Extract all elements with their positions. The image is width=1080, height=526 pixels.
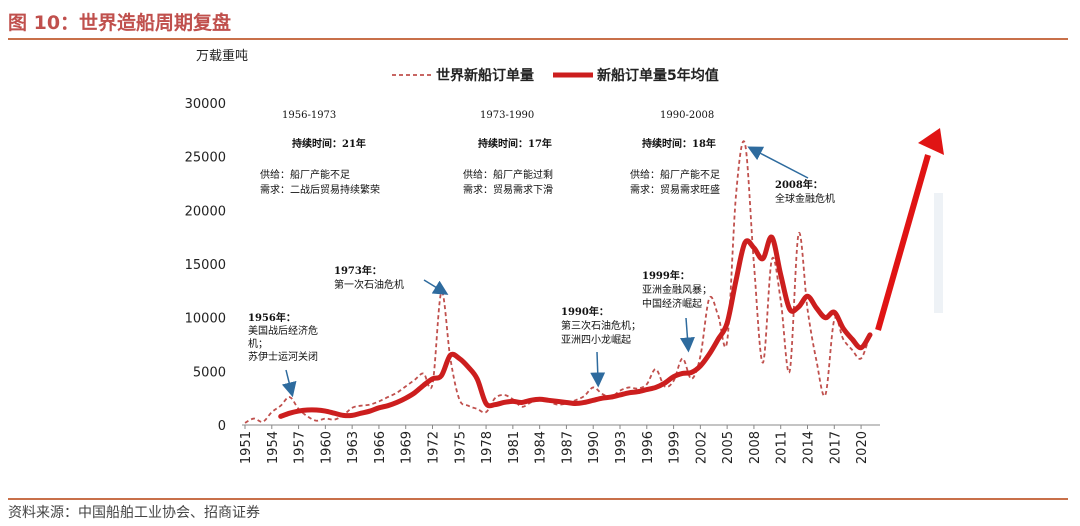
event-1956-arrow	[281, 369, 297, 398]
event-1999-line-2: 中国经济崛起	[642, 297, 702, 310]
event-1973-line-1: 第一次石油危机	[334, 278, 404, 291]
cause-2-demand: 需求：贸易需求下滑	[463, 184, 553, 196]
y-tick-label: 5000	[193, 365, 226, 380]
event-2008-line-1: 全球金融危机	[775, 192, 835, 205]
x-tick-label: 2005	[721, 431, 736, 464]
x-tick-label: 1996	[641, 431, 656, 464]
y-axis-unit: 万载重吨	[196, 48, 248, 64]
event-1990-label: 1990年：	[561, 305, 609, 318]
x-tick-label: 1990	[587, 431, 602, 464]
x-tick-label: 1951	[239, 431, 254, 464]
x-tick-label: 2017	[828, 431, 843, 464]
event-2008-arrow	[747, 146, 809, 179]
legend-label-order-volume: 世界新船订单量	[436, 67, 534, 84]
x-tick-label: 1975	[453, 431, 468, 464]
event-1956-line-1: 美国战后经济危	[248, 324, 318, 337]
period-1973-1990: 1973-1990	[480, 110, 534, 121]
y-tick-label: 30000	[185, 97, 226, 112]
x-tick-label: 1987	[560, 431, 575, 464]
event-1990-line-2: 亚洲四小龙崛起	[561, 333, 631, 346]
x-tick-label: 1954	[266, 431, 281, 464]
x-tick-label: 1963	[346, 431, 361, 464]
y-tick-label: 20000	[185, 204, 226, 219]
x-tick-label: 2020	[855, 431, 870, 464]
duration-1: 持续时间：21年	[292, 137, 366, 150]
trend-arrow-shaft	[875, 154, 931, 331]
footer-rule	[8, 498, 1068, 500]
series-line-order-volume	[244, 140, 871, 424]
faded-panel	[934, 193, 943, 313]
event-2008-label: 2008年：	[775, 178, 823, 191]
event-1999-arrow	[679, 317, 695, 353]
x-axis-ticks: 1951 1954 1957 1960 1963 1966 1969 1972 1975 1978…	[239, 425, 870, 464]
y-tick-label: 15000	[185, 258, 226, 273]
x-tick-label: 1960	[319, 431, 334, 464]
period-annotations: 1956-1973 持续时间：21年 供给：船厂产能不足 需求：二战后贸易持续繁…	[260, 110, 720, 196]
x-tick-label: 1957	[293, 431, 308, 464]
duration-2: 持续时间：17年	[478, 137, 552, 150]
event-1956-label: 1956年：	[248, 311, 296, 324]
legend: 世界新船订单量 新船订单量5年均值	[392, 67, 719, 84]
legend-label-five-year-average: 新船订单量5年均值	[597, 67, 719, 84]
cause-1-demand: 需求：二战后贸易持续繁荣	[260, 183, 380, 196]
trend-arrow-head	[918, 128, 944, 155]
x-tick-label: 1984	[534, 431, 549, 464]
x-tick-label: 2014	[802, 431, 817, 464]
x-tick-label: 1981	[507, 431, 522, 464]
y-tick-label: 25000	[185, 151, 226, 166]
title-rule	[8, 38, 1068, 40]
event-1999-line-1: 亚洲金融风暴；	[642, 283, 712, 296]
event-1956-line-3: 苏伊士运河关闭	[248, 350, 318, 363]
event-1990-line-1: 第三次石油危机；	[561, 319, 641, 332]
period-1956-1973: 1956-1973	[282, 110, 336, 121]
figure-title: 图 10：世界造船周期复盘	[8, 12, 232, 34]
x-tick-label: 1999	[668, 431, 683, 464]
x-tick-label: 1969	[400, 431, 415, 464]
chart: 万载重吨 0 5000 10000 15000 20000 25000 30000 1951…	[185, 48, 944, 464]
y-tick-label: 0	[218, 419, 226, 434]
cause-2-supply: 供给：船厂产能过剩	[463, 168, 553, 181]
duration-3: 持续时间：18年	[642, 137, 716, 150]
event-1990-arrow	[590, 351, 606, 388]
event-1956-line-2: 机；	[248, 337, 268, 350]
series-line-five-year-average	[278, 234, 873, 419]
x-tick-label: 2011	[775, 431, 790, 464]
event-1973-arrow	[423, 279, 449, 295]
x-tick-label: 2002	[694, 431, 709, 464]
source-note: 资料来源：中国船舶工业协会、招商证券	[8, 505, 260, 521]
y-tick-label: 10000	[185, 312, 226, 327]
x-tick-label: 1993	[614, 431, 629, 464]
x-tick-label: 1966	[373, 431, 388, 464]
cause-3-demand: 需求：贸易需求旺盛	[630, 183, 720, 196]
cause-1-supply: 供给：船厂产能不足	[260, 168, 350, 181]
period-1990-2008: 1990-2008	[660, 110, 714, 121]
event-annotations: 1956年： 美国战后经济危 机； 苏伊士运河关闭 1973年： 第一次石油危机…	[248, 146, 835, 398]
x-tick-label: 1972	[427, 431, 442, 464]
event-1973-label: 1973年：	[334, 264, 382, 277]
x-tick-label: 2008	[748, 431, 763, 464]
y-axis-ticks: 0 5000 10000 15000 20000 25000 30000	[185, 97, 226, 434]
cause-3-supply: 供给：船厂产能不足	[630, 168, 720, 181]
x-tick-label: 1978	[480, 431, 495, 464]
event-1999-label: 1999年：	[642, 269, 690, 282]
